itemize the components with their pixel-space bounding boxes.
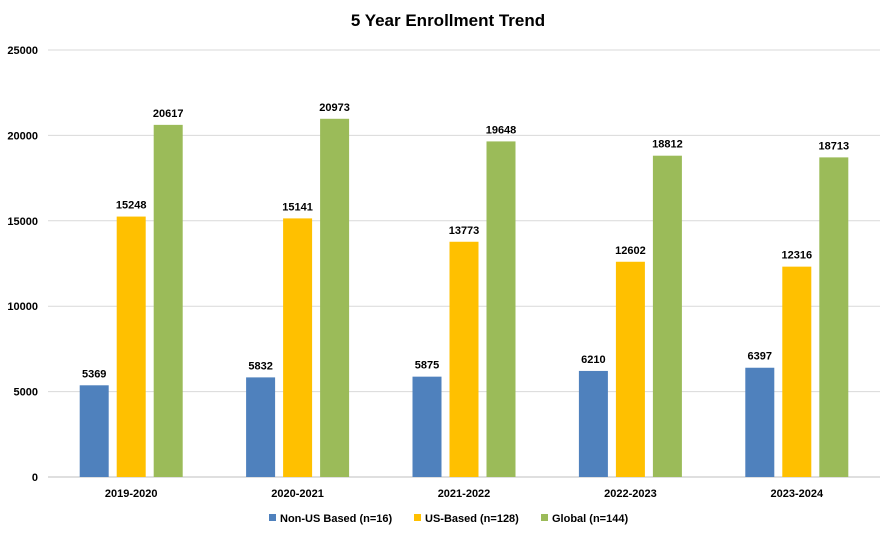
bar bbox=[449, 241, 479, 477]
y-tick-label: 15000 bbox=[7, 216, 38, 228]
bar bbox=[283, 218, 313, 477]
data-label: 5369 bbox=[82, 368, 106, 380]
data-label: 5832 bbox=[248, 360, 272, 372]
legend-item: US-Based (n=128) bbox=[414, 513, 519, 525]
chart-title: 5 Year Enrollment Trend bbox=[351, 11, 545, 30]
bar bbox=[819, 157, 849, 477]
bar bbox=[782, 266, 812, 477]
legend: Non-US Based (n=16) US-Based (n=128) Globa… bbox=[269, 513, 628, 525]
data-label: 5875 bbox=[415, 360, 439, 372]
legend-swatch bbox=[414, 514, 421, 521]
bar bbox=[246, 377, 276, 477]
legend-label: Global (n=144) bbox=[552, 513, 628, 525]
data-label: 6210 bbox=[581, 354, 605, 366]
bar bbox=[412, 376, 442, 477]
bar bbox=[745, 367, 775, 477]
legend-swatch bbox=[269, 514, 276, 521]
x-axis: 2019-2020 2020-2021 2021-2022 2022-2023 2023… bbox=[105, 488, 824, 500]
bar bbox=[153, 124, 183, 478]
y-tick-label: 5000 bbox=[14, 387, 38, 399]
bar bbox=[116, 216, 146, 478]
x-tick-label: 2021-2022 bbox=[438, 488, 491, 500]
data-label: 20973 bbox=[319, 102, 350, 114]
legend-label: Non-US Based (n=16) bbox=[280, 513, 392, 525]
y-axis: 0 5000 10000 15000 20000 25000 bbox=[7, 45, 38, 484]
data-label: 15248 bbox=[116, 200, 147, 212]
data-labels: 5369 15248 20617 5832 15141 20973 5875 13773 196… bbox=[82, 102, 849, 381]
data-label: 13773 bbox=[449, 225, 480, 237]
data-label: 19648 bbox=[486, 124, 517, 136]
x-tick-label: 2022-2023 bbox=[604, 488, 657, 500]
data-label: 12602 bbox=[615, 245, 646, 257]
legend-item: Non-US Based (n=16) bbox=[269, 513, 392, 525]
x-tick-label: 2023-2024 bbox=[770, 488, 823, 500]
data-label: 20617 bbox=[153, 108, 184, 120]
data-label: 12316 bbox=[782, 250, 813, 262]
data-label: 6397 bbox=[748, 351, 772, 363]
legend-swatch bbox=[541, 514, 548, 521]
data-label: 15141 bbox=[282, 201, 313, 213]
bar bbox=[79, 385, 109, 477]
data-label: 18713 bbox=[819, 140, 850, 152]
bars bbox=[79, 118, 849, 478]
y-tick-label: 0 bbox=[32, 472, 38, 484]
y-tick-label: 25000 bbox=[7, 45, 38, 57]
legend-item: Global (n=144) bbox=[541, 513, 628, 525]
y-tick-label: 20000 bbox=[7, 130, 38, 142]
x-tick-label: 2020-2021 bbox=[271, 488, 324, 500]
data-label: 18812 bbox=[652, 139, 683, 151]
bar bbox=[578, 370, 608, 477]
legend-label: US-Based (n=128) bbox=[425, 513, 519, 525]
bar bbox=[652, 155, 682, 477]
bar bbox=[615, 261, 645, 477]
bar bbox=[320, 118, 350, 477]
x-tick-label: 2019-2020 bbox=[105, 488, 158, 500]
bar bbox=[486, 141, 516, 477]
y-tick-label: 10000 bbox=[7, 301, 38, 313]
